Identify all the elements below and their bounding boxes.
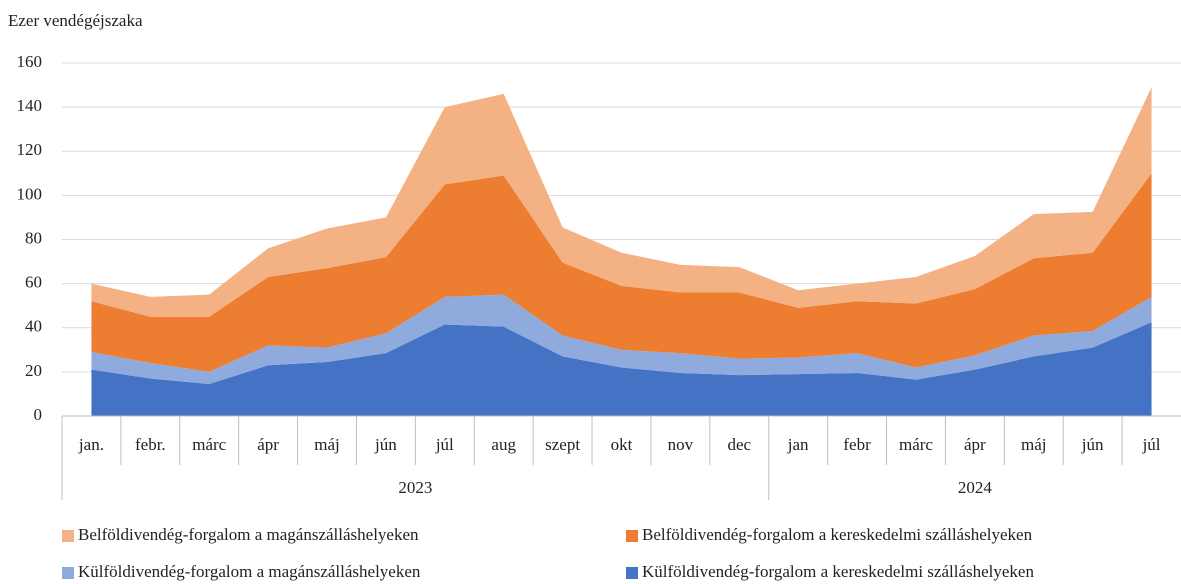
legend-swatch xyxy=(626,567,638,579)
y-tick-label: 140 xyxy=(17,96,43,115)
group-label: 2024 xyxy=(958,478,993,497)
x-tick-label: febr xyxy=(843,435,871,454)
x-tick-label: febr. xyxy=(135,435,166,454)
x-tick-label: ápr xyxy=(257,435,279,454)
legend-label: Külföldivendég-forgalom a kereskedelmi s… xyxy=(642,562,1034,581)
y-tick-label: 120 xyxy=(17,140,43,159)
area xyxy=(91,173,1152,372)
legend-swatch xyxy=(62,567,74,579)
x-tick-label: márc xyxy=(899,435,933,454)
y-tick-label: 80 xyxy=(25,228,42,247)
area xyxy=(91,322,1152,416)
legend-label: Belföldivendég-forgalom a magánszálláshe… xyxy=(78,525,419,544)
x-tick-label: jún xyxy=(1081,435,1104,454)
x-tick-label: máj xyxy=(314,435,340,454)
x-tick-label: jún xyxy=(374,435,397,454)
x-tick-label: márc xyxy=(192,435,226,454)
x-tick-label: nov xyxy=(668,435,694,454)
x-tick-label: máj xyxy=(1021,435,1047,454)
legend-label: Külföldivendég-forgalom a magánszálláshe… xyxy=(78,562,421,581)
x-tick-label: aug xyxy=(491,435,516,454)
legend-swatch xyxy=(62,530,74,542)
x-tick-label: okt xyxy=(611,435,633,454)
y-tick-label: 60 xyxy=(25,273,42,292)
x-tick-label: jan. xyxy=(78,435,104,454)
y-tick-label: 100 xyxy=(17,184,43,203)
y-axis-label: Ezer vendégéjszaka xyxy=(8,11,143,30)
x-tick-label: júl xyxy=(1142,435,1161,454)
x-tick-label: dec xyxy=(727,435,751,454)
legend-swatch xyxy=(626,530,638,542)
area xyxy=(91,87,1152,317)
y-tick-label: 20 xyxy=(25,361,42,380)
x-tick-label: ápr xyxy=(964,435,986,454)
y-tick-label: 40 xyxy=(25,317,42,336)
area xyxy=(91,294,1152,385)
y-tick-label: 160 xyxy=(17,52,43,71)
legend-label: Belföldivendég-forgalom a kereskedelmi s… xyxy=(642,525,1033,544)
x-tick-label: júl xyxy=(435,435,454,454)
x-tick-label: jan xyxy=(787,435,809,454)
group-label: 2023 xyxy=(398,478,432,497)
x-tick-label: szept xyxy=(545,435,580,454)
y-tick-label: 0 xyxy=(34,405,43,424)
